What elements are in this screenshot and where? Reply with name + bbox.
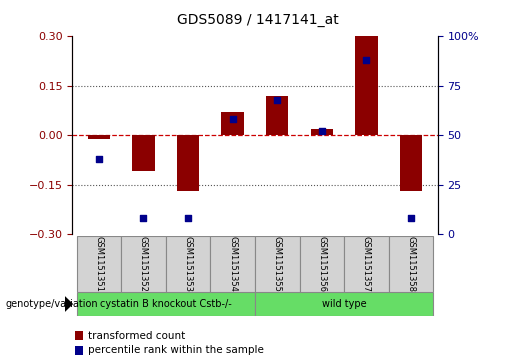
- Text: GSM1151351: GSM1151351: [94, 236, 104, 292]
- Text: percentile rank within the sample: percentile rank within the sample: [88, 345, 264, 355]
- Text: GSM1151355: GSM1151355: [273, 236, 282, 292]
- Text: wild type: wild type: [322, 299, 366, 309]
- FancyBboxPatch shape: [121, 236, 166, 292]
- Point: [407, 215, 415, 221]
- Bar: [400, 135, 422, 191]
- FancyBboxPatch shape: [344, 236, 389, 292]
- Text: GSM1151358: GSM1151358: [406, 236, 416, 292]
- FancyBboxPatch shape: [389, 236, 433, 292]
- Bar: [355, 36, 377, 135]
- Point: [362, 57, 370, 63]
- FancyBboxPatch shape: [77, 292, 255, 316]
- Text: GSM1151352: GSM1151352: [139, 236, 148, 292]
- Text: GSM1151354: GSM1151354: [228, 236, 237, 292]
- FancyBboxPatch shape: [300, 236, 344, 292]
- Point: [229, 117, 237, 122]
- Bar: [221, 112, 244, 135]
- Bar: [132, 135, 154, 171]
- Point: [95, 156, 103, 162]
- FancyBboxPatch shape: [166, 236, 210, 292]
- Text: GDS5089 / 1417141_at: GDS5089 / 1417141_at: [177, 13, 338, 27]
- Text: GSM1151357: GSM1151357: [362, 236, 371, 292]
- Bar: [88, 135, 110, 139]
- Bar: [177, 135, 199, 191]
- Bar: [311, 129, 333, 135]
- FancyBboxPatch shape: [255, 292, 433, 316]
- Polygon shape: [65, 296, 73, 312]
- Bar: [266, 96, 288, 135]
- FancyBboxPatch shape: [255, 236, 300, 292]
- Point: [273, 97, 281, 102]
- FancyBboxPatch shape: [210, 236, 255, 292]
- Text: transformed count: transformed count: [88, 331, 185, 341]
- Text: cystatin B knockout Cstb-/-: cystatin B knockout Cstb-/-: [100, 299, 232, 309]
- FancyBboxPatch shape: [77, 236, 121, 292]
- Text: genotype/variation: genotype/variation: [5, 299, 98, 309]
- Point: [318, 129, 326, 134]
- Text: GSM1151353: GSM1151353: [183, 236, 193, 292]
- Point: [184, 215, 192, 221]
- Text: GSM1151356: GSM1151356: [317, 236, 327, 292]
- Point: [140, 215, 148, 221]
